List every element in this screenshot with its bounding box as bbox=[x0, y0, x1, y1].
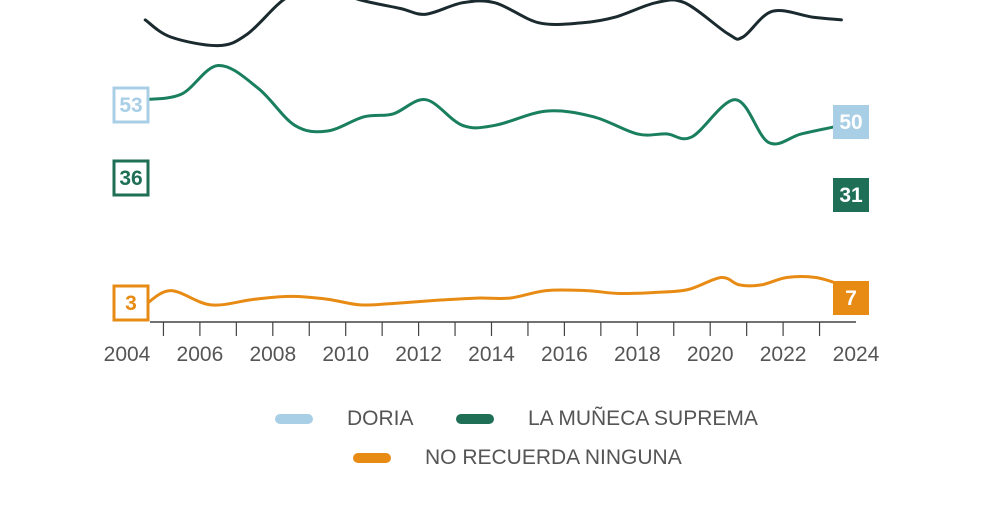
x-tick-label: 2022 bbox=[760, 343, 807, 366]
x-tick-label: 2012 bbox=[395, 343, 442, 366]
x-tick-label: 2004 bbox=[104, 343, 151, 366]
start-badge-doria bbox=[112, 86, 150, 124]
start-value-la-mu-eca-suprema: 36 bbox=[119, 167, 142, 190]
end-value-no-recuerda-ninguna: 7 bbox=[845, 287, 857, 310]
x-tick-label: 2020 bbox=[687, 343, 734, 366]
x-tick-label: 2008 bbox=[249, 343, 296, 366]
start-badge-no-recuerda-ninguna bbox=[112, 284, 150, 322]
start-value-doria: 53 bbox=[119, 94, 142, 117]
end-badge-doria bbox=[833, 105, 869, 139]
series-line-doria bbox=[143, 0, 843, 48]
x-axis: 2004 2006 2008 2010 2012 2014 2016 2018 2020 2022… bbox=[104, 321, 880, 366]
x-tick-label: 2006 bbox=[177, 343, 224, 366]
end-value-la-mu-eca-suprema: 31 bbox=[839, 184, 863, 207]
end-badge-no-recuerda-ninguna bbox=[833, 281, 869, 315]
start-badge-la-mu-eca-suprema bbox=[112, 159, 150, 197]
x-tick-label: 2010 bbox=[322, 343, 369, 366]
end-badge-la-mu-eca-suprema bbox=[833, 178, 869, 212]
series-lines bbox=[143, 0, 843, 307]
start-value-no-recuerda-ninguna: 3 bbox=[125, 292, 137, 315]
x-tick-label: 2018 bbox=[614, 343, 661, 366]
x-tick-label: 2024 bbox=[833, 343, 880, 366]
x-tick-label: 2014 bbox=[468, 343, 515, 366]
x-tick-label: 2016 bbox=[541, 343, 588, 366]
series-line-la-mu-eca-suprema bbox=[143, 63, 843, 146]
end-value-doria: 50 bbox=[839, 111, 862, 134]
value-badges: 53 50 36 31 3 7 bbox=[112, 86, 869, 322]
series-line-no-recuerda-ninguna bbox=[143, 275, 843, 307]
